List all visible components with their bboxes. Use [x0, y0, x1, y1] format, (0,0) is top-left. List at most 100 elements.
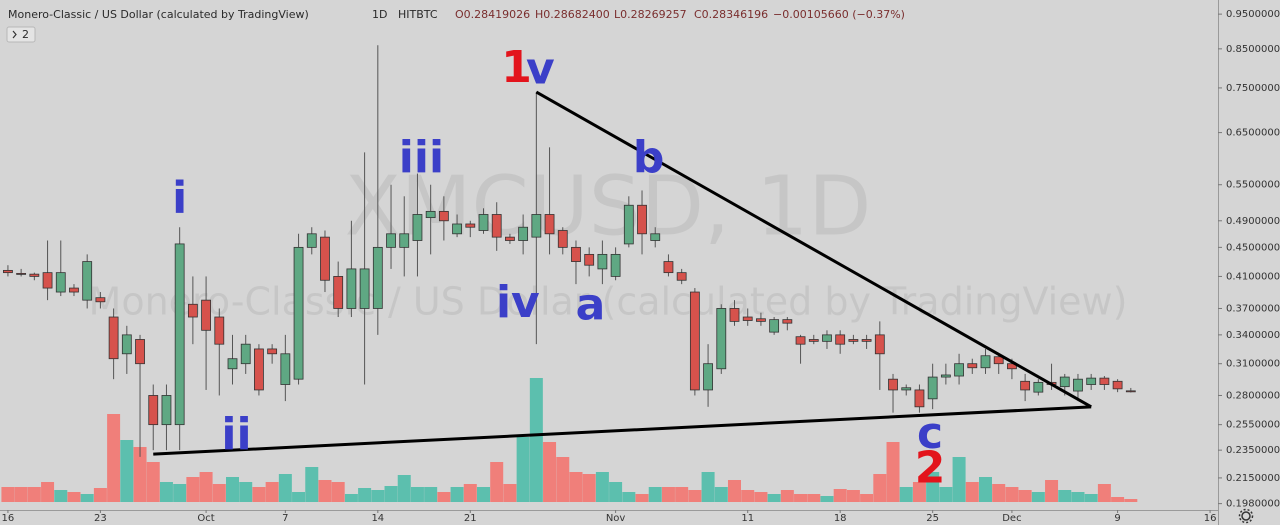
volume-bar [543, 442, 557, 502]
candle-body [888, 378, 898, 391]
wave-label: c [917, 408, 943, 459]
volume-bar [305, 467, 319, 502]
volume-bar [410, 487, 424, 502]
candle-body [359, 268, 370, 309]
volume-bar [397, 475, 411, 502]
candle-body [769, 319, 780, 333]
candle-body [782, 319, 793, 324]
volume-bar [1, 487, 15, 502]
volume-bar [727, 480, 741, 502]
candle-body [425, 210, 436, 219]
candle-body [954, 363, 964, 377]
candle-body [650, 233, 661, 241]
volume-bar [265, 482, 279, 502]
x-tick-label: 23 [94, 513, 107, 524]
volume-bar [503, 484, 517, 502]
settings-button[interactable] [1238, 508, 1254, 524]
volume-bar [450, 487, 464, 502]
x-tick-label: 9 [1114, 513, 1120, 524]
volume-bar [67, 492, 81, 502]
volume-bar [437, 492, 451, 502]
volume-bar [252, 487, 266, 502]
candle-body [544, 214, 555, 235]
volume-bar [780, 490, 794, 502]
candle-body [121, 334, 132, 355]
volume-bar [912, 482, 926, 502]
x-tick-label: Oct [197, 513, 214, 524]
volume-bar [595, 472, 609, 502]
volume-bar [701, 472, 715, 502]
watermark-description: Monero-Classic / US Dollar (calculated b… [89, 280, 1128, 324]
volume-bar [648, 487, 662, 502]
volume-bar [1084, 494, 1098, 502]
volume-bar [1058, 490, 1072, 502]
volume-bar [661, 487, 675, 502]
volume-bar [186, 477, 200, 502]
gear-icon[interactable] [1241, 511, 1251, 521]
candle-body [293, 246, 304, 380]
x-tick-label: 16 [2, 513, 15, 524]
candle-body [399, 233, 410, 248]
candle-body [372, 246, 383, 309]
volume-bar [860, 494, 874, 502]
candle-body [861, 339, 872, 342]
candle-body [187, 303, 198, 318]
candle-body [557, 230, 568, 248]
candle-body [240, 343, 251, 365]
candle-body [1125, 390, 1136, 393]
volume-bar [807, 494, 821, 502]
volume-bar [1005, 487, 1019, 502]
volume-bar [1018, 490, 1032, 502]
indicator-toggle[interactable]: 2 [6, 26, 36, 43]
candle-body [135, 339, 145, 365]
volume-bar [358, 488, 372, 502]
candle-body [703, 363, 713, 391]
volume-bar [292, 492, 306, 502]
candle-body [227, 358, 238, 370]
indicator-toggle-box[interactable] [6, 26, 36, 43]
candle-body [452, 223, 462, 235]
candle-body [254, 348, 264, 391]
wave-label: ii [221, 409, 251, 460]
wave-label: 1 [501, 42, 532, 93]
volume-bar [371, 490, 385, 502]
x-tick-label: 11 [741, 513, 754, 524]
legend-low: L0.28269257 [614, 8, 687, 21]
volume-bar [688, 490, 702, 502]
exchange: HITBTC [398, 8, 438, 21]
candle-body [55, 272, 66, 293]
candle-body [914, 389, 925, 408]
volume-bar [331, 482, 345, 502]
candle-body [940, 374, 951, 378]
wave-label: v [526, 44, 555, 95]
candle-body [927, 376, 938, 400]
volume-bar [41, 482, 55, 502]
volume-bar [120, 440, 134, 502]
volume-bar [899, 487, 913, 502]
candle-body [1099, 377, 1110, 385]
candle-body [848, 339, 859, 342]
interval: 1D [372, 8, 387, 21]
wave-label: 2 [915, 443, 946, 494]
candle-body [571, 246, 581, 262]
volume-bar [212, 484, 226, 502]
volume-bar [926, 472, 940, 502]
volume-bar [1071, 492, 1085, 502]
volume-bar [80, 494, 94, 502]
volume-bar [1031, 492, 1045, 502]
volume-bar [886, 442, 900, 502]
volume-bar [1124, 499, 1138, 502]
candle-body [95, 297, 106, 303]
volume-bar [384, 486, 398, 502]
candle-body [174, 243, 185, 426]
volume-bar [794, 494, 808, 502]
candle-body [993, 356, 1004, 365]
volume-bar [820, 496, 834, 502]
